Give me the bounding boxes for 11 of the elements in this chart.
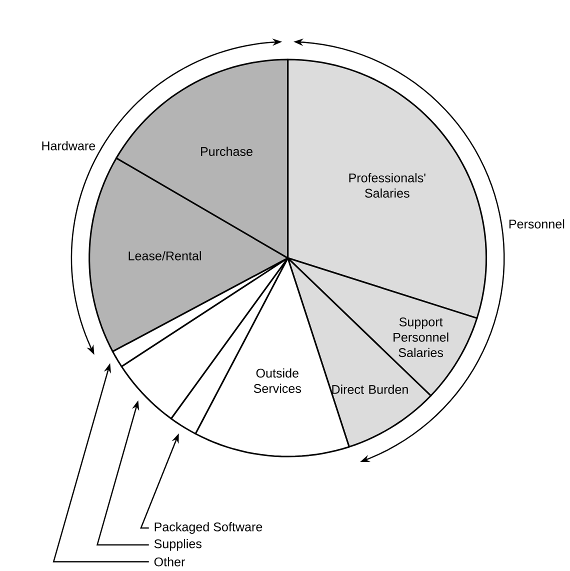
slice-label: Lease/Rental [129,251,202,260]
slice-label: Packaged Software [155,522,262,534]
slice-label: Support Personnel Salaries [394,317,448,358]
slice-label: Other [154,557,186,566]
slice-label: Professionals' Salaries [349,173,426,198]
slice-label: Supplies [154,539,202,551]
text: Hardware [42,141,96,150]
slice-label: Purchase [201,146,253,156]
text: Personnel [510,219,564,228]
slice-label: Direct Burden [332,384,408,394]
slice-label: Outside Services [254,368,302,393]
